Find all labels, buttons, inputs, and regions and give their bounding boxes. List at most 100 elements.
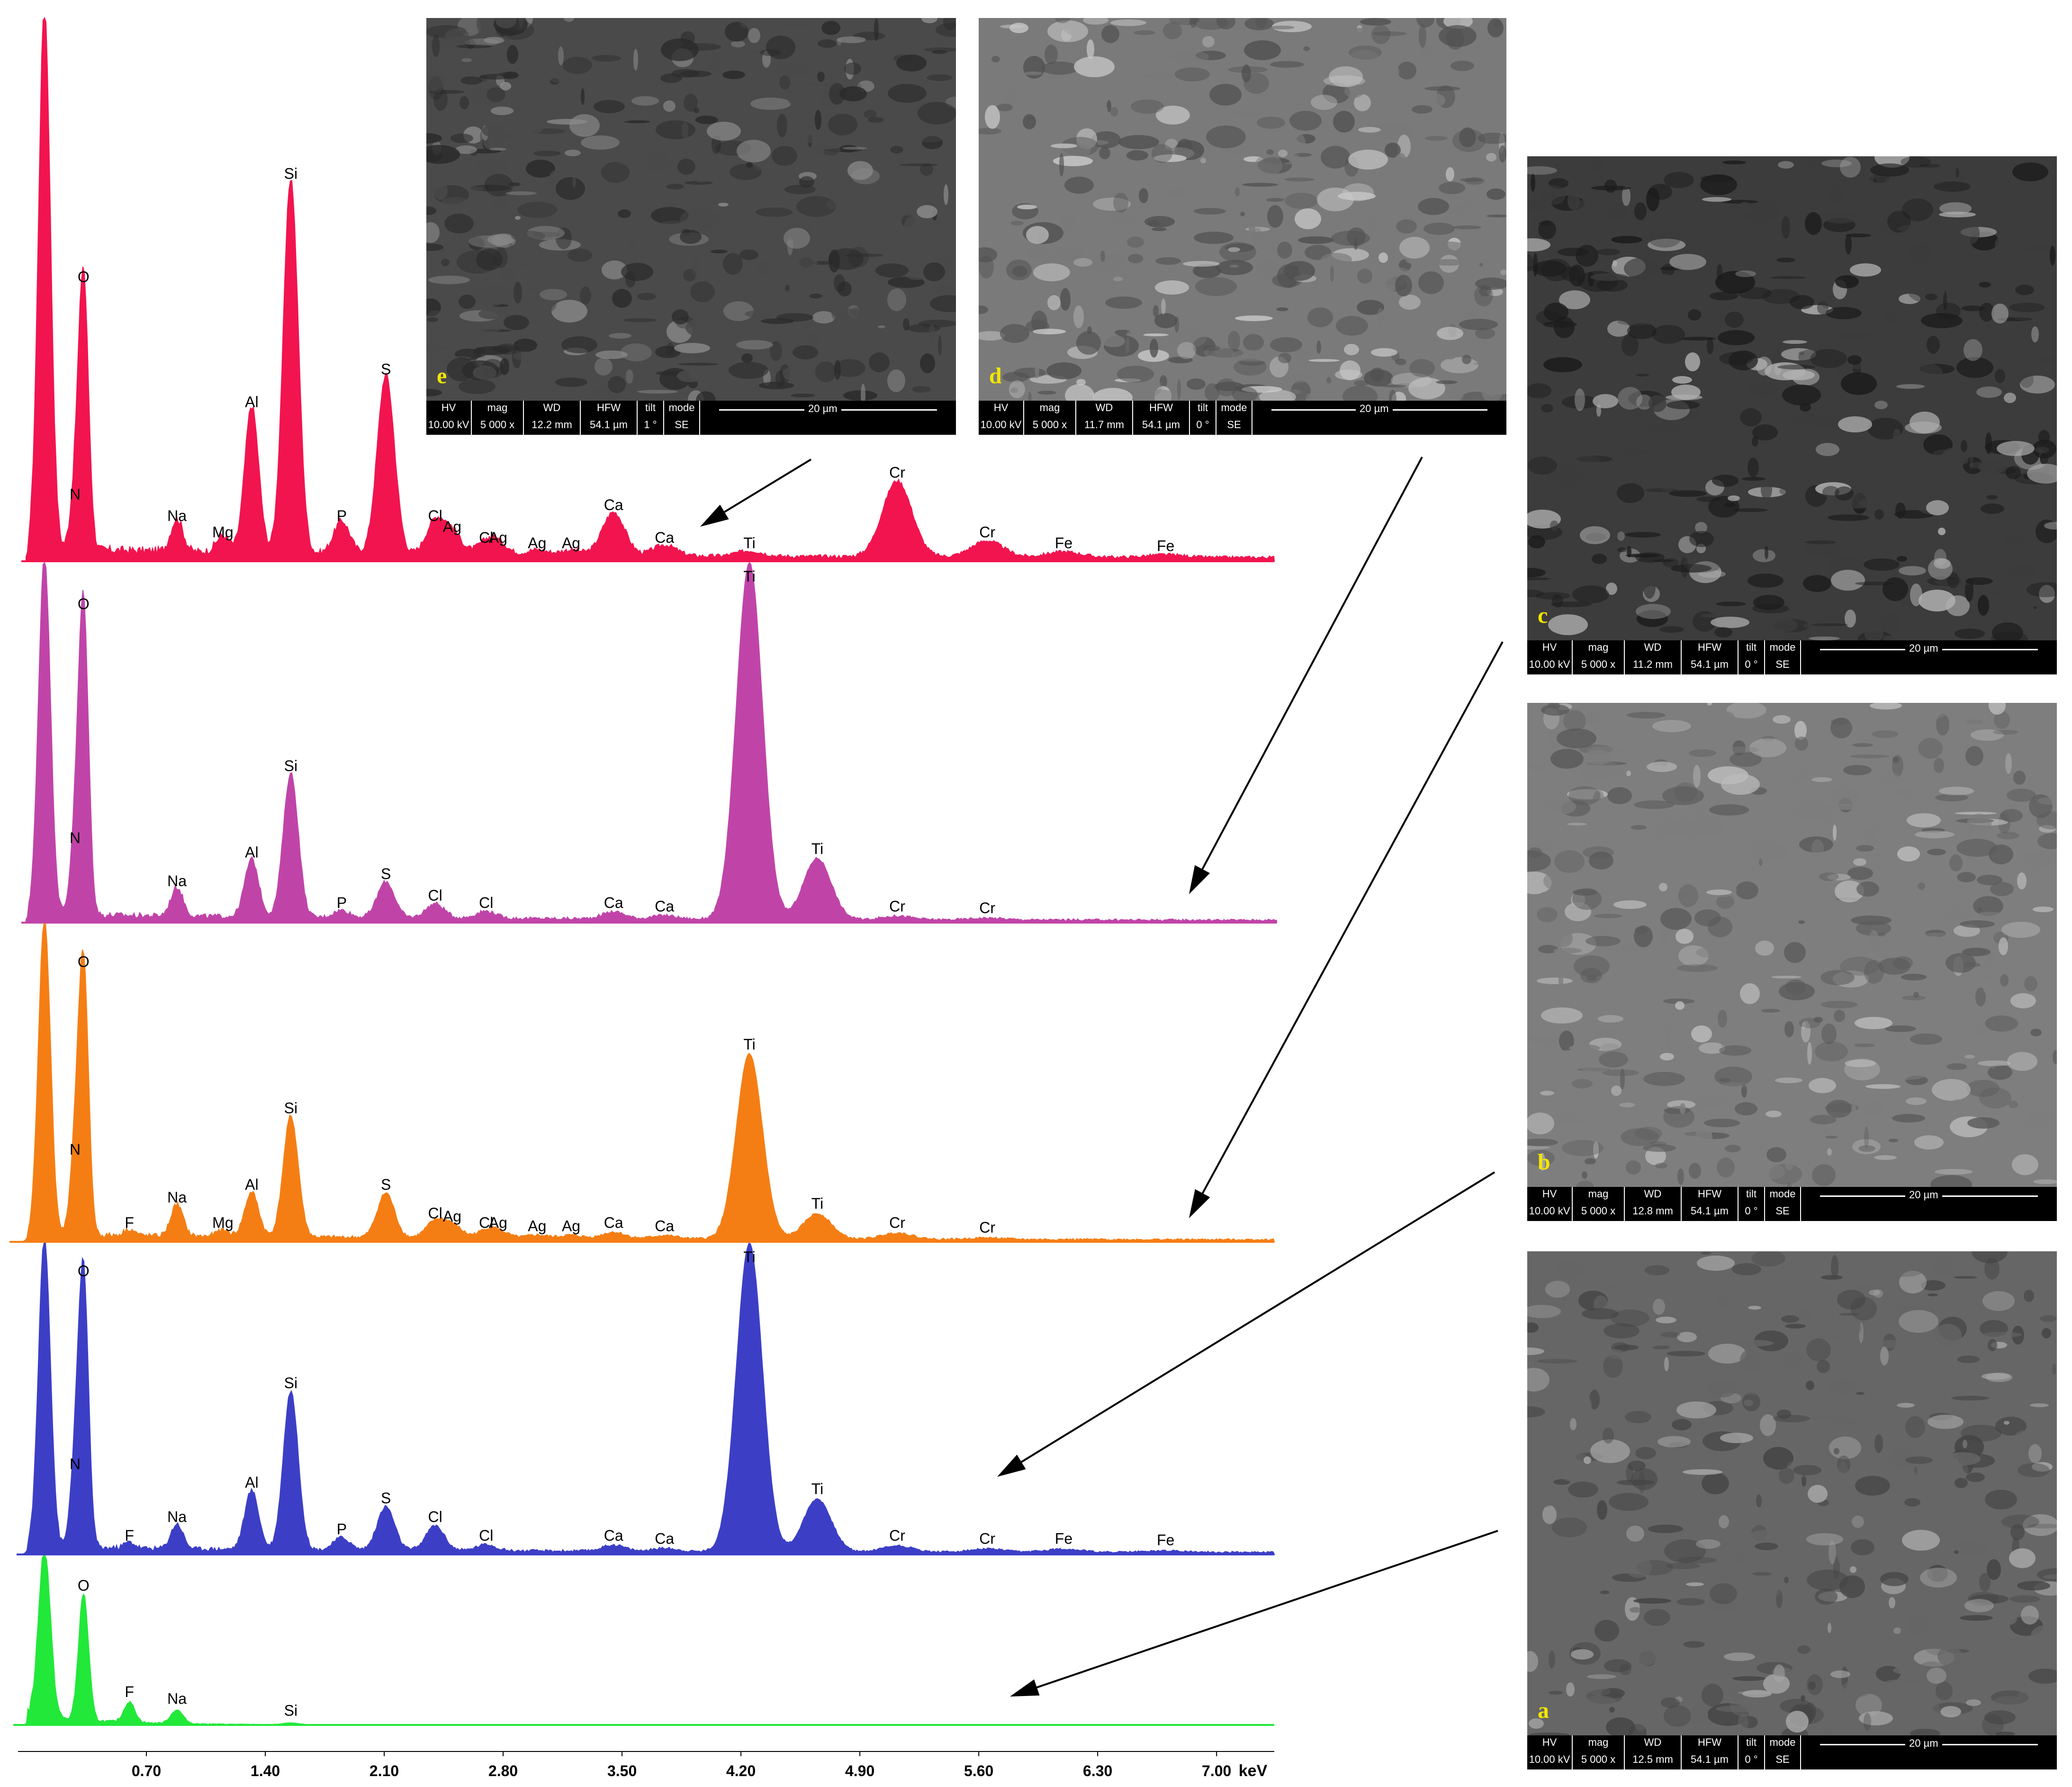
peak-label-e-16: Ca [655, 529, 674, 546]
databar-mode: mode SE [1765, 1187, 1801, 1221]
sem-panel-letter: d [989, 363, 1002, 388]
peak-label-d-9: Cl [479, 894, 493, 911]
x-tick-label-3: 2.80 [488, 1762, 518, 1779]
databar-hfw: HFW 54.1 µm [1682, 1187, 1739, 1221]
databar-tilt: tilt 0 ° [1739, 1735, 1765, 1769]
peak-label-b-8: S [381, 1490, 391, 1507]
peak-label-b-7: P [337, 1521, 347, 1538]
spectrum-trace-d [26, 561, 1277, 923]
peak-label-c-13: Ag [528, 1217, 546, 1234]
spectrum-trace-e [26, 17, 1275, 562]
sem-panel-letter: b [1538, 1149, 1550, 1175]
databar-wd-header: WD [1644, 1188, 1662, 1200]
databar-mag-header: mag [487, 402, 508, 413]
peak-label-b-5: Al [245, 1474, 258, 1491]
databar-mode-header: mode [1769, 641, 1796, 653]
databar-mode: mode SE [1765, 640, 1801, 674]
databar-wd-header: WD [1644, 1736, 1662, 1748]
peak-label-e-12: Ag [489, 529, 507, 546]
databar-mag-header: mag [1588, 1736, 1609, 1748]
peak-label-b-12: Ca [655, 1530, 674, 1547]
peak-label-b-13: Ti [743, 1248, 755, 1266]
peak-label-e-14: Ag [562, 535, 580, 552]
databar-tilt: tilt 0 ° [1739, 1187, 1765, 1221]
peak-label-d-8: Cl [428, 887, 442, 904]
databar-mode-header: mode [668, 402, 695, 413]
scale-bar: 20 µm [1820, 642, 2038, 656]
x-tick-label-4: 3.50 [607, 1762, 637, 1779]
databar-tilt-header: tilt [1198, 402, 1208, 413]
databar-hfw-value: 54.1 µm [1142, 419, 1180, 431]
x-tick-label-5: 4.20 [726, 1762, 756, 1779]
peak-label-c-12: Ag [489, 1214, 507, 1231]
databar-tilt-header: tilt [1746, 641, 1757, 653]
databar-mode-value: SE [1227, 419, 1241, 431]
databar-mode-value: SE [1775, 658, 1790, 670]
peak-label-e-3: Na [167, 507, 187, 524]
peak-label-e-17: Ti [743, 535, 755, 552]
sem-texture-e [426, 18, 956, 401]
sem-image-a: a HV 10.00 kV mag 5 000 x WD 12.5 mm HFW 54.1 µm… [1527, 1251, 2057, 1769]
peak-label-c-18: Ti [811, 1195, 823, 1212]
scale-bar: 20 µm [1820, 1189, 2038, 1203]
databar-hv-header: HV [441, 402, 456, 413]
sem-texture-b [1527, 703, 2057, 1187]
peak-label-c-1: N [70, 1141, 81, 1158]
databar-hfw-header: HFW [1697, 1188, 1722, 1200]
databar-mag: mag 5 000 x [472, 401, 524, 435]
scale-bar-label: 20 µm [1905, 1737, 1942, 1750]
peak-label-a-2: F [125, 1683, 134, 1700]
databar-tilt-value: 0 ° [1196, 419, 1209, 431]
peak-label-c-16: Ca [655, 1217, 674, 1234]
sem-panel-letter: e [437, 363, 447, 388]
peak-label-b-9: Cl [428, 1508, 442, 1525]
x-tick-label-8: 6.30 [1083, 1762, 1112, 1779]
peak-label-a-1: O [78, 1577, 90, 1594]
databar-mag: mag 5 000 x [1024, 401, 1076, 435]
databar-wd-header: WD [1095, 402, 1113, 413]
databar-tilt-value: 0 ° [1745, 658, 1758, 670]
databar-hv: HV 10.00 kV [1527, 1735, 1573, 1769]
peak-label-b-3: F [125, 1527, 134, 1544]
databar-mag-value: 5 000 x [1032, 419, 1067, 431]
scale-bar-label: 20 µm [1905, 1189, 1942, 1201]
databar-hfw-value: 54.1 µm [1691, 1753, 1729, 1765]
databar-hv-value: 10.00 kV [1529, 658, 1570, 670]
scale-bar-label: 20 µm [1356, 403, 1393, 415]
databar-hfw-header: HFW [596, 402, 621, 413]
peak-label-c-19: Cr [889, 1214, 905, 1231]
databar-mag: mag 5 000 x [1573, 640, 1625, 674]
databar-mag-header: mag [1039, 402, 1060, 413]
databar-tilt-header: tilt [1746, 1736, 1757, 1748]
databar-wd: WD 12.5 mm [1625, 1735, 1682, 1769]
peak-label-d-6: P [337, 894, 347, 911]
sem-image-c: c HV 10.00 kV mag 5 000 x WD 11.2 mm HFW 54.1 µm… [1527, 156, 2057, 674]
x-axis-label: keV [1239, 1762, 1268, 1780]
sem-image-d: d HV 10.00 kV mag 5 000 x WD 11.7 mm HFW 54.1 µm… [979, 18, 1506, 435]
databar-wd: WD 11.7 mm [1076, 401, 1133, 435]
peak-label-e-11: Cl [479, 529, 493, 546]
peak-label-d-2: O [78, 595, 90, 612]
databar-hv-value: 10.00 kV [1529, 1205, 1570, 1217]
peak-label-e-2: O [78, 269, 90, 286]
peak-label-b-4: Na [167, 1508, 187, 1525]
peak-label-d-10: Ca [604, 894, 623, 911]
databar-hfw-value: 54.1 µm [1691, 658, 1729, 670]
peak-label-e-15: Ca [604, 496, 623, 513]
peak-label-d-7: S [381, 865, 391, 882]
peak-label-b-17: Fe [1055, 1530, 1072, 1547]
x-tick-label-6: 4.90 [845, 1762, 874, 1779]
peak-label-b-11: Ca [604, 1527, 623, 1544]
databar-hfw: HFW 54.1 µm [1133, 401, 1190, 435]
peak-label-d-3: Na [167, 872, 187, 889]
peak-label-c-2: O [78, 953, 90, 970]
peak-label-c-5: Mg [212, 1214, 233, 1231]
databar-mode: mode SE [1765, 1735, 1801, 1769]
sem-databar: HV 10.00 kV mag 5 000 x WD 12.8 mm HFW 54.1 µm t… [1527, 1187, 2057, 1221]
peak-label-a-4: Si [284, 1702, 297, 1719]
sem-texture-a [1527, 1251, 2057, 1735]
scale-bar: 20 µm [1271, 403, 1487, 417]
peak-label-c-10: Cl [428, 1204, 442, 1221]
spectrum-trace-a [18, 1555, 1274, 1726]
databar-hfw: HFW 54.1 µm [1682, 640, 1739, 674]
